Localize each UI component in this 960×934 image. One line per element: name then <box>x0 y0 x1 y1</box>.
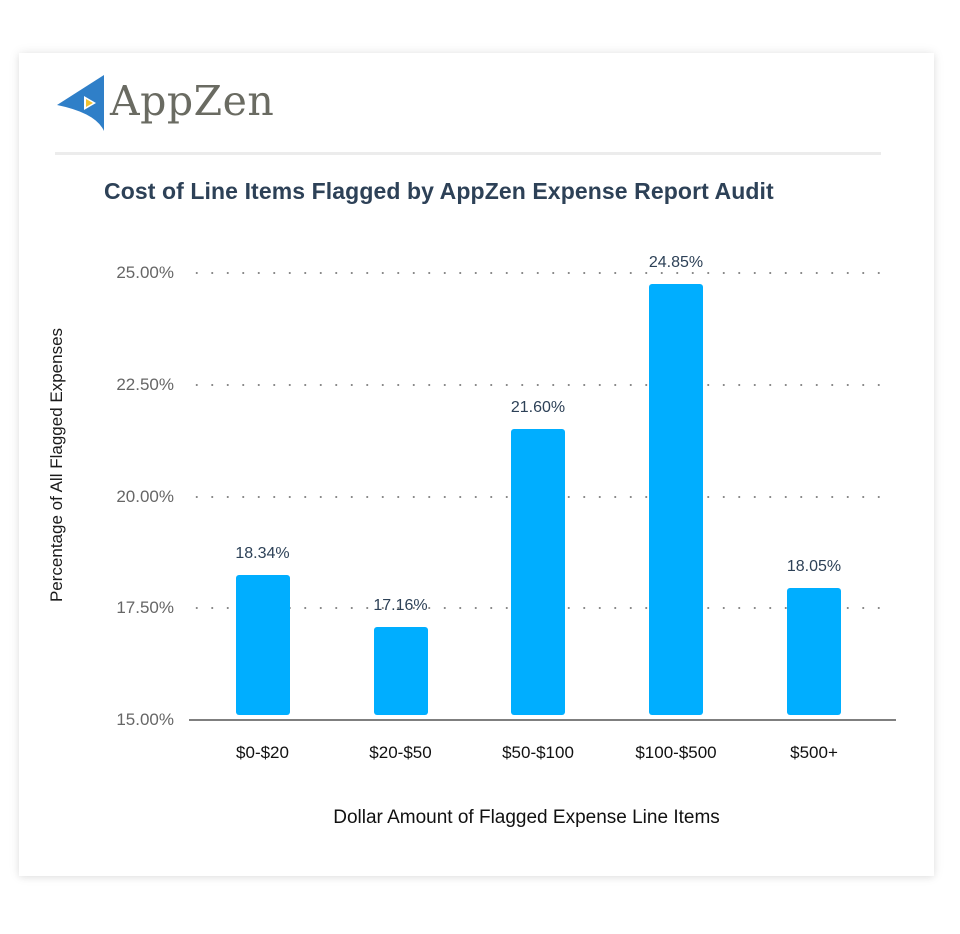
header-divider <box>55 152 881 155</box>
gridline <box>189 383 884 386</box>
bar <box>649 283 703 715</box>
y-tick-label: 25.00% <box>116 263 174 282</box>
y-axis-label: Percentage of All Flagged Expenses <box>47 327 66 603</box>
bar <box>235 574 290 715</box>
bar-value-label: 18.34% <box>235 544 290 562</box>
x-tick-label: $100-$500 <box>635 743 717 762</box>
x-axis-line <box>189 719 896 721</box>
y-tick-label: 20.00% <box>116 486 174 506</box>
chart-card <box>19 53 934 876</box>
gridline <box>189 272 884 274</box>
brand-name: AppZen <box>110 77 275 125</box>
chart-title: Cost of Line Items Flagged by AppZen Exp… <box>104 178 774 204</box>
x-tick-label: $50-$100 <box>502 743 574 762</box>
appzen-sail-icon <box>57 75 104 131</box>
x-tick-label: $20-$50 <box>369 743 432 762</box>
bar <box>511 428 565 715</box>
x-tick-label: $500+ <box>790 743 838 762</box>
bar-value-label: 17.16% <box>373 597 428 615</box>
y-tick-label: 15.00% <box>116 710 174 729</box>
x-axis-label: Dollar Amount of Flagged Expense Line It… <box>333 807 720 828</box>
bar <box>373 627 428 715</box>
bar-value-label: 24.85% <box>648 253 704 271</box>
bar-value-label: 18.05% <box>786 557 842 575</box>
bar-value-label: 21.60% <box>510 398 566 416</box>
y-tick-label: 17.50% <box>116 598 174 618</box>
appzen-logo: AppZen <box>56 73 274 133</box>
bar <box>787 587 841 715</box>
x-tick-label: $0-$20 <box>236 743 289 762</box>
y-tick-label: 22.50% <box>116 374 174 394</box>
